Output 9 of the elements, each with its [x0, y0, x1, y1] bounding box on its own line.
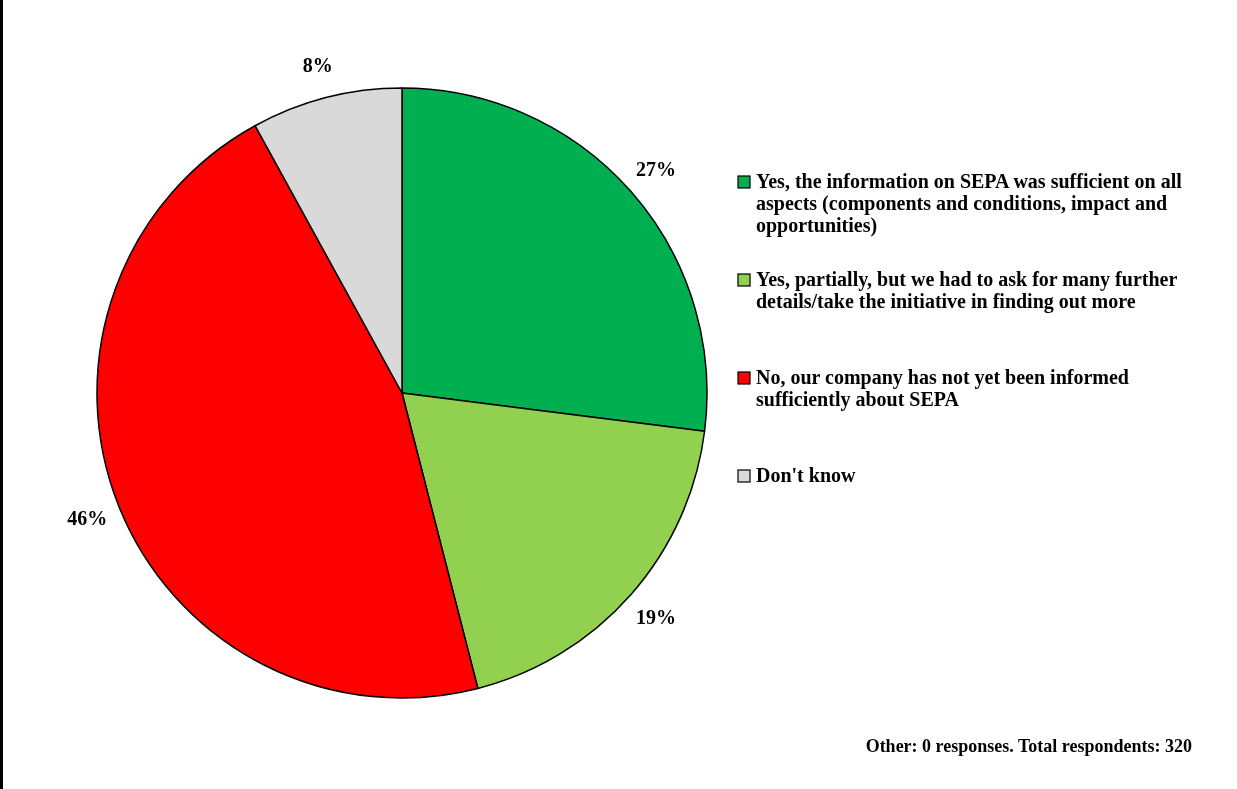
data-label: 19% — [635, 605, 676, 628]
data-label: 8% — [302, 54, 333, 77]
data-label: 27% — [635, 158, 676, 181]
text: Other: 0 responses. Total respondents: 320 — [865, 736, 1192, 756]
legend-label: Don't know — [756, 464, 857, 486]
legend-label: Yes, the information on SEPA was sufficient on all aspects (components and conditions, impact and opportunities) — [756, 170, 1183, 237]
legend-label: Yes, partially, but we had to ask for many further details/take the initiative in finding out more — [756, 268, 1178, 313]
legend-label: No, our company has not yet been informed sufficiently about SEPA — [756, 366, 1129, 411]
data-label: 46% — [67, 506, 108, 529]
